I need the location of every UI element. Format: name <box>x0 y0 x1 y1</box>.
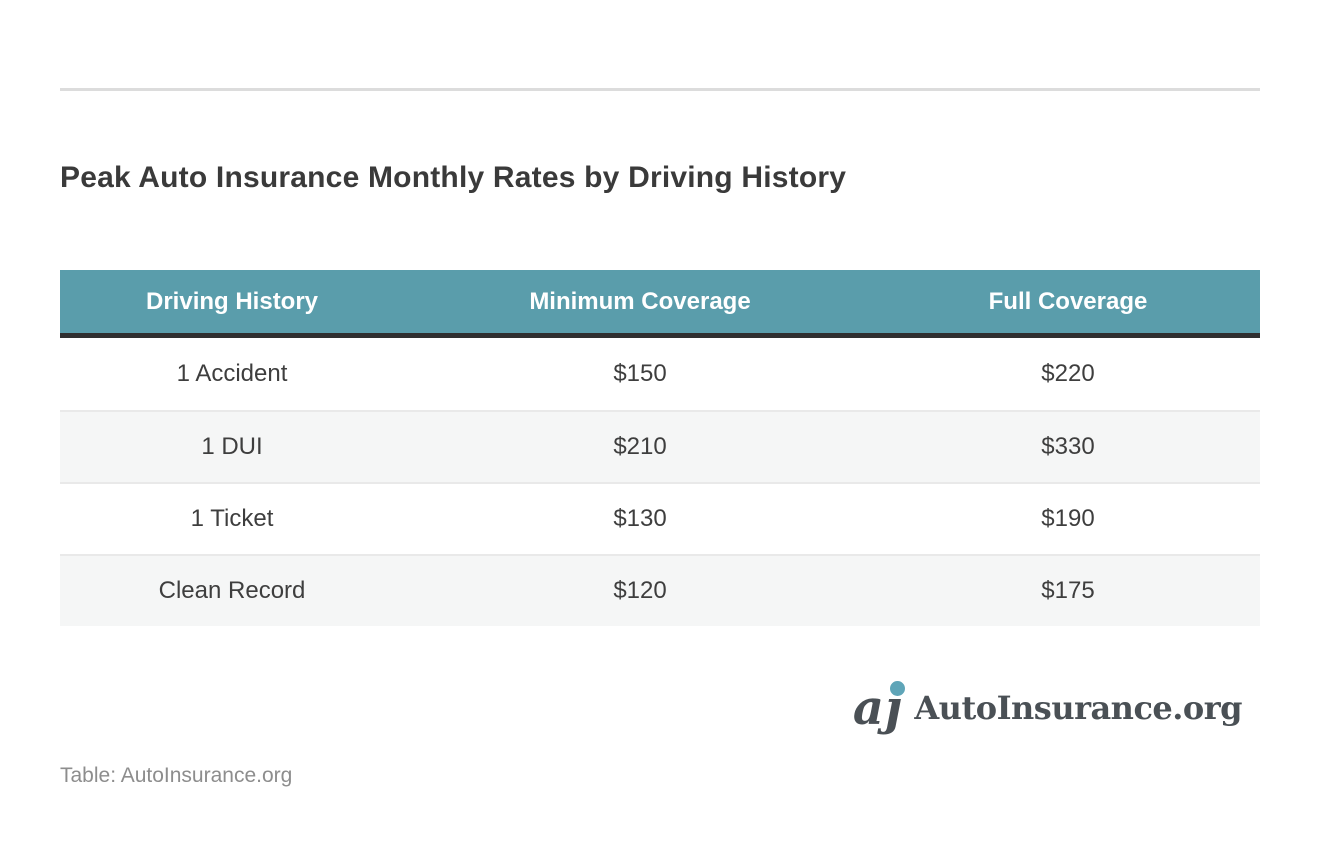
cell-full-coverage: $330 <box>1041 433 1095 460</box>
monogram-dot-icon <box>890 681 906 696</box>
table-header-row: Driving History Minimum Coverage Full Co… <box>60 270 1260 338</box>
table-row: 1 Ticket $130 $190 <box>60 482 1260 554</box>
cell-driving-history: 1 DUI <box>201 433 263 460</box>
cell-full-coverage: $220 <box>1041 360 1095 387</box>
column-header-minimum-coverage: Minimum Coverage <box>529 287 751 315</box>
column-header-full-coverage: Full Coverage <box>988 287 1148 315</box>
cell-driving-history: 1 Accident <box>176 360 288 387</box>
cell-minimum-coverage: $210 <box>613 433 667 460</box>
table-row: 1 Accident $150 $220 <box>60 338 1260 410</box>
column-header-driving-history: Driving History <box>146 287 319 315</box>
cell-full-coverage: $190 <box>1041 505 1095 532</box>
cell-minimum-coverage: $120 <box>613 577 667 604</box>
rates-table: Driving History Minimum Coverage Full Co… <box>60 270 1260 626</box>
cell-driving-history: 1 Ticket <box>190 505 274 532</box>
table-row: 1 DUI $210 $330 <box>60 410 1260 482</box>
autoinsurance-monogram-icon: aȷ <box>853 680 906 736</box>
cell-driving-history: Clean Record <box>158 577 306 604</box>
table-source-note: Table: AutoInsurance.org <box>60 764 293 787</box>
top-divider <box>60 88 1260 91</box>
cell-minimum-coverage: $150 <box>613 360 667 387</box>
page-title: Peak Auto Insurance Monthly Rates by Dri… <box>60 161 847 194</box>
cell-full-coverage: $175 <box>1041 577 1095 604</box>
brand-logo: aȷ AutoInsurance.org <box>853 680 1243 736</box>
table-row: Clean Record $120 $175 <box>60 554 1260 626</box>
cell-minimum-coverage: $130 <box>613 505 667 532</box>
brand-logo-text: AutoInsurance.org <box>914 689 1242 727</box>
